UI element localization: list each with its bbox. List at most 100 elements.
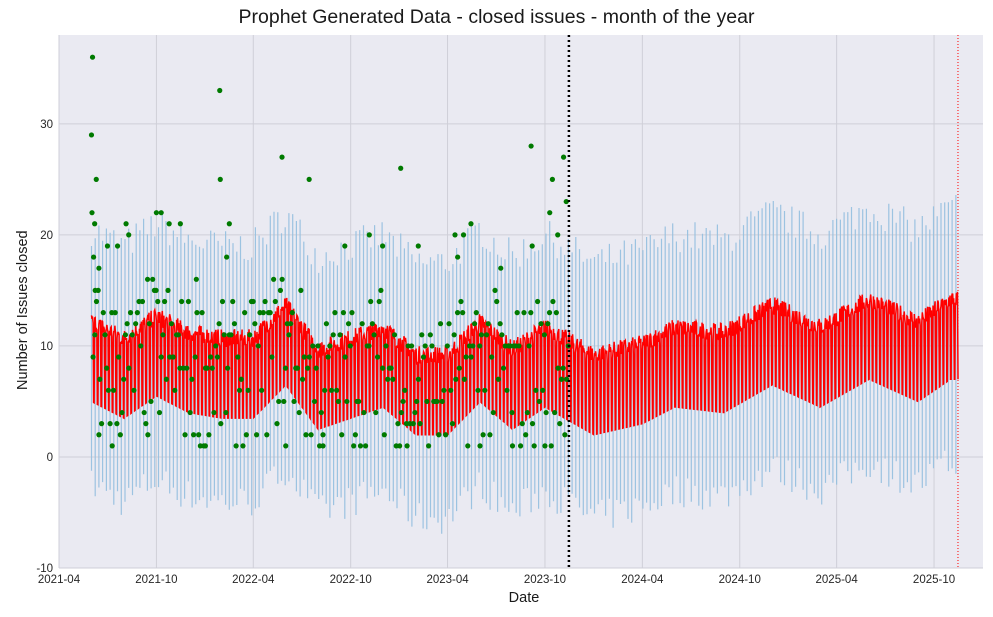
observed-point: [485, 321, 491, 327]
observed-point: [500, 365, 507, 371]
observed-point: [477, 343, 483, 349]
observed-point: [465, 443, 471, 449]
observed-point: [288, 321, 294, 327]
observed-point: [342, 243, 348, 249]
observed-point: [391, 332, 398, 338]
observed-point: [557, 421, 563, 427]
observed-point: [483, 332, 490, 338]
observed-point: [216, 321, 222, 327]
observed-point: [298, 287, 304, 293]
observed-point: [468, 354, 474, 360]
x-tick-label: 2021-04: [38, 574, 81, 586]
observed-point: [214, 354, 220, 360]
observed-point: [460, 232, 467, 238]
observed-point: [458, 298, 464, 305]
observed-point: [330, 332, 336, 338]
observed-point: [490, 409, 496, 416]
observed-point: [523, 432, 529, 438]
observed-point: [460, 310, 466, 316]
observed-point: [219, 298, 226, 305]
observed-point: [187, 409, 193, 416]
observed-point: [489, 354, 495, 360]
observed-point: [97, 376, 103, 382]
observed-point: [352, 432, 358, 438]
observed-point: [267, 310, 273, 316]
chart-title: Prophet Generated Data - closed issues -…: [238, 6, 755, 28]
observed-point: [547, 210, 553, 216]
observed-point: [470, 343, 476, 349]
observed-point: [327, 343, 333, 349]
observed-point: [540, 387, 546, 393]
observed-point: [269, 354, 275, 360]
observed-point: [240, 443, 246, 449]
observed-point: [337, 332, 343, 338]
observed-point: [368, 298, 374, 305]
observed-point: [93, 176, 99, 182]
observed-point: [89, 210, 95, 216]
observed-point: [395, 421, 401, 427]
observed-point: [359, 321, 365, 327]
observed-point: [139, 298, 146, 305]
observed-point: [155, 298, 161, 305]
observed-point: [436, 432, 442, 438]
observed-point: [325, 354, 331, 360]
observed-point: [145, 432, 151, 438]
observed-point: [158, 354, 164, 360]
x-tick-label: 2022-04: [232, 574, 275, 586]
observed-point: [179, 298, 185, 305]
observed-point: [546, 310, 553, 316]
observed-point: [126, 232, 132, 238]
observed-point: [276, 398, 282, 405]
observed-point: [190, 432, 197, 438]
observed-point: [533, 387, 539, 393]
observed-point: [494, 298, 500, 305]
observed-point: [213, 343, 219, 349]
observed-point: [124, 321, 130, 327]
observed-point: [90, 254, 97, 260]
observed-point: [306, 176, 312, 182]
observed-point: [192, 354, 198, 360]
observed-point: [306, 354, 312, 360]
observed-point: [516, 343, 522, 349]
observed-point: [255, 343, 261, 349]
observed-point: [441, 387, 447, 393]
observed-point: [90, 354, 96, 360]
observed-point: [250, 298, 256, 305]
observed-point: [378, 287, 384, 293]
observed-point: [478, 332, 484, 338]
observed-point: [339, 432, 345, 438]
observed-point: [526, 343, 532, 349]
forecast-series: [90, 291, 959, 437]
x-ticks: 2021-04 2021-10 2022-04 2022-10 2023-04 2023-…: [38, 574, 955, 586]
y-tick-label: 10: [40, 341, 53, 353]
observed-point: [419, 332, 425, 338]
observed-point: [468, 221, 474, 227]
observed-point: [453, 376, 459, 382]
observed-point: [96, 432, 102, 438]
observed-point: [156, 409, 163, 416]
observed-point: [221, 332, 227, 338]
observed-point: [344, 398, 350, 405]
x-tick-label: 2025-04: [816, 574, 859, 586]
observed-point: [218, 421, 224, 427]
observed-point: [272, 298, 278, 305]
observed-point: [562, 432, 568, 438]
observed-point: [253, 432, 260, 438]
observed-point: [381, 432, 387, 438]
observed-point: [528, 143, 534, 149]
observed-point: [245, 387, 251, 393]
observed-point: [148, 398, 154, 405]
observed-point: [172, 387, 178, 393]
observed-point: [529, 243, 535, 249]
observed-point: [357, 443, 364, 449]
observed-point: [262, 298, 268, 305]
observed-point: [184, 365, 190, 371]
observed-point: [383, 343, 389, 349]
observed-point: [93, 298, 100, 305]
observed-point: [185, 298, 192, 305]
observed-point: [199, 310, 205, 316]
observed-point: [299, 376, 306, 382]
observed-point: [119, 409, 125, 416]
observed-point: [388, 365, 394, 371]
